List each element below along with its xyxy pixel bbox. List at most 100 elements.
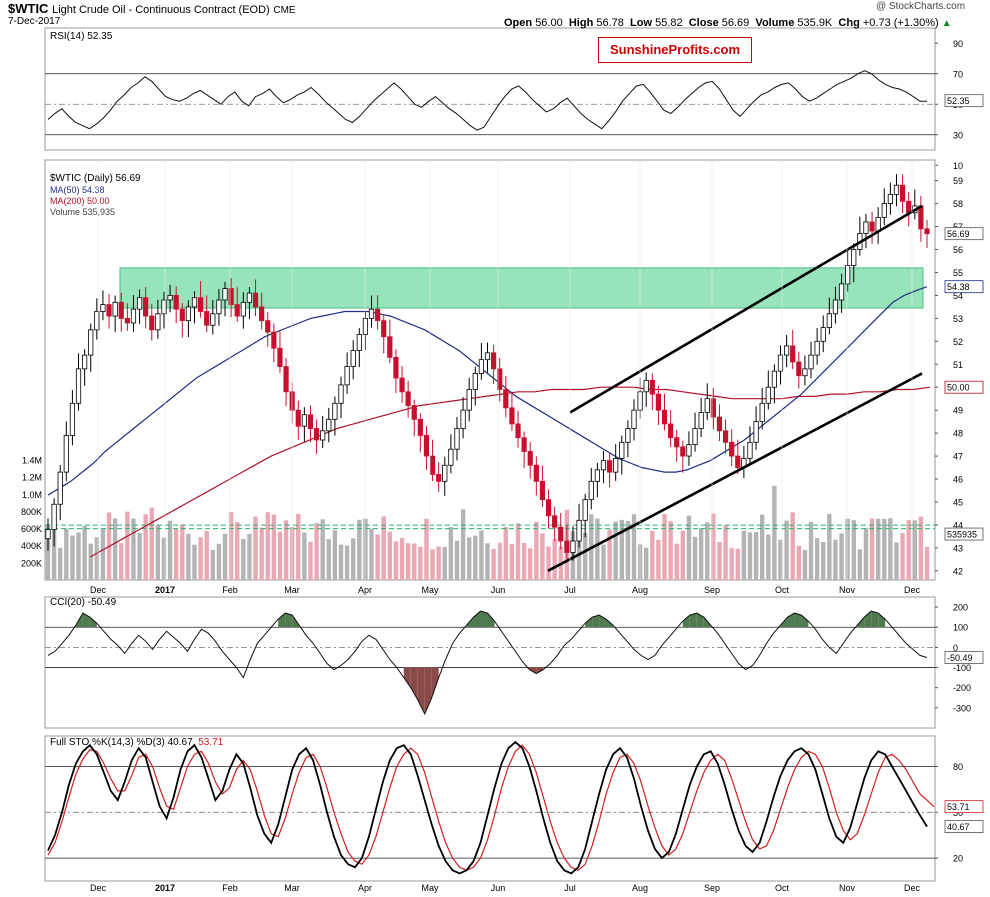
volume-bar [100, 529, 106, 580]
price-axis-tick-label: 54 [953, 291, 963, 301]
candle-body [790, 345, 796, 363]
stoch-legend-k: 40.67, [168, 737, 199, 748]
candle-body [442, 464, 448, 482]
volume-bar [216, 543, 222, 580]
candle-body [552, 515, 558, 528]
price-axis-tick-label: 49 [953, 406, 963, 416]
candle-body [503, 389, 509, 409]
volume-bar [833, 539, 838, 580]
price-axis-tick-label: 47 [953, 452, 963, 462]
candle-body [191, 297, 198, 308]
rsi-legend: RSI(14) 52.35 [50, 31, 113, 42]
ma50-line [47, 286, 928, 496]
cci-axis-tick-label: 200 [953, 603, 968, 613]
volume-bar [821, 541, 826, 580]
ma200-last-value-box [944, 380, 984, 394]
cci-positive-fill [585, 617, 593, 628]
candle-body [179, 308, 185, 322]
volume-bar [650, 531, 655, 580]
candle-body [594, 469, 600, 482]
volume-bar [644, 547, 649, 580]
price-x-label: Dec [904, 585, 921, 595]
candle-body [198, 297, 204, 312]
volume-bar [412, 543, 417, 580]
price-x-label: Mar [284, 585, 300, 595]
candle-body [729, 441, 735, 457]
candle-body [344, 366, 350, 386]
rsi-last-value: 52.35 [947, 96, 970, 106]
ma200-legend: MA(200) 50.00 [50, 196, 110, 206]
volume-bar [405, 543, 411, 580]
candle-body [515, 423, 521, 439]
rsi-axis-tick-label: 30 [953, 130, 963, 140]
volume-bar [711, 513, 716, 580]
candle-body [466, 389, 472, 411]
candle-body [570, 540, 576, 553]
candle-body [460, 409, 466, 429]
candle-body [143, 297, 149, 317]
candle-body [509, 407, 515, 425]
candle-body [765, 386, 771, 404]
stoch-k-last-value: 40.67 [947, 822, 970, 832]
chart-date: 7-Dec-2017 [8, 16, 61, 27]
volume-bar [357, 519, 362, 580]
volume-axis-tick-label: 800K [21, 507, 42, 517]
volume-bar [686, 515, 692, 580]
volume-bar [314, 523, 319, 580]
candle-body [747, 441, 753, 459]
candle-body [796, 361, 802, 377]
candle-body [381, 320, 387, 338]
candle-body [802, 368, 808, 377]
cci-axis-tick-label: -100 [953, 663, 971, 673]
volume-bar [64, 528, 69, 580]
volume-bar [534, 521, 539, 580]
volume-bar [814, 538, 820, 580]
volume-bar [753, 531, 759, 580]
cci-negative-fill [410, 667, 418, 700]
candle-body [75, 368, 82, 404]
candle-body [497, 368, 503, 390]
candle-body [326, 418, 332, 432]
volume-bar [387, 531, 393, 580]
candle-body [277, 347, 283, 367]
ma200-last-value: 50.00 [947, 383, 970, 393]
candle-body [265, 320, 271, 333]
volume-last-value: 535935 [947, 530, 977, 540]
bottom-x-label: Nov [839, 883, 856, 893]
candle-body [838, 283, 845, 301]
volume-bar [58, 547, 63, 580]
candle-body [149, 315, 155, 331]
cci-negative-fill [424, 667, 432, 714]
candle-body [521, 437, 527, 452]
volume-bar [265, 512, 270, 580]
volume-bar [332, 530, 338, 580]
candle-body [686, 444, 692, 457]
volume-bar [656, 539, 661, 580]
rsi-axis-tick-label: 90 [953, 39, 963, 49]
candle-body [533, 464, 539, 482]
candle-body [399, 377, 405, 393]
candle-body [808, 354, 814, 370]
volume-bar [528, 548, 533, 580]
cci-legend: CCI(20) -50.49 [50, 597, 117, 608]
volume-bar [723, 525, 728, 580]
volume-bar [399, 538, 405, 580]
candle-body [478, 359, 484, 374]
volume-axis-tick-label: 200K [21, 558, 42, 568]
volume-bar [45, 524, 51, 580]
candle-body [777, 354, 784, 372]
bottom-x-label: May [421, 883, 439, 893]
candle-body [545, 499, 552, 517]
volume-bar [363, 518, 368, 580]
volume-bar [662, 514, 667, 580]
volume-bar [51, 514, 57, 580]
volume-bar [125, 511, 130, 580]
candle-body [759, 402, 765, 423]
volume-bar [613, 521, 618, 580]
volume-bar [302, 532, 307, 580]
cci-positive-fill [599, 615, 607, 628]
cci-positive-fill [473, 611, 481, 628]
volume-bar [70, 535, 75, 580]
volume-bar [631, 514, 637, 580]
price-x-label: Jun [491, 585, 506, 595]
